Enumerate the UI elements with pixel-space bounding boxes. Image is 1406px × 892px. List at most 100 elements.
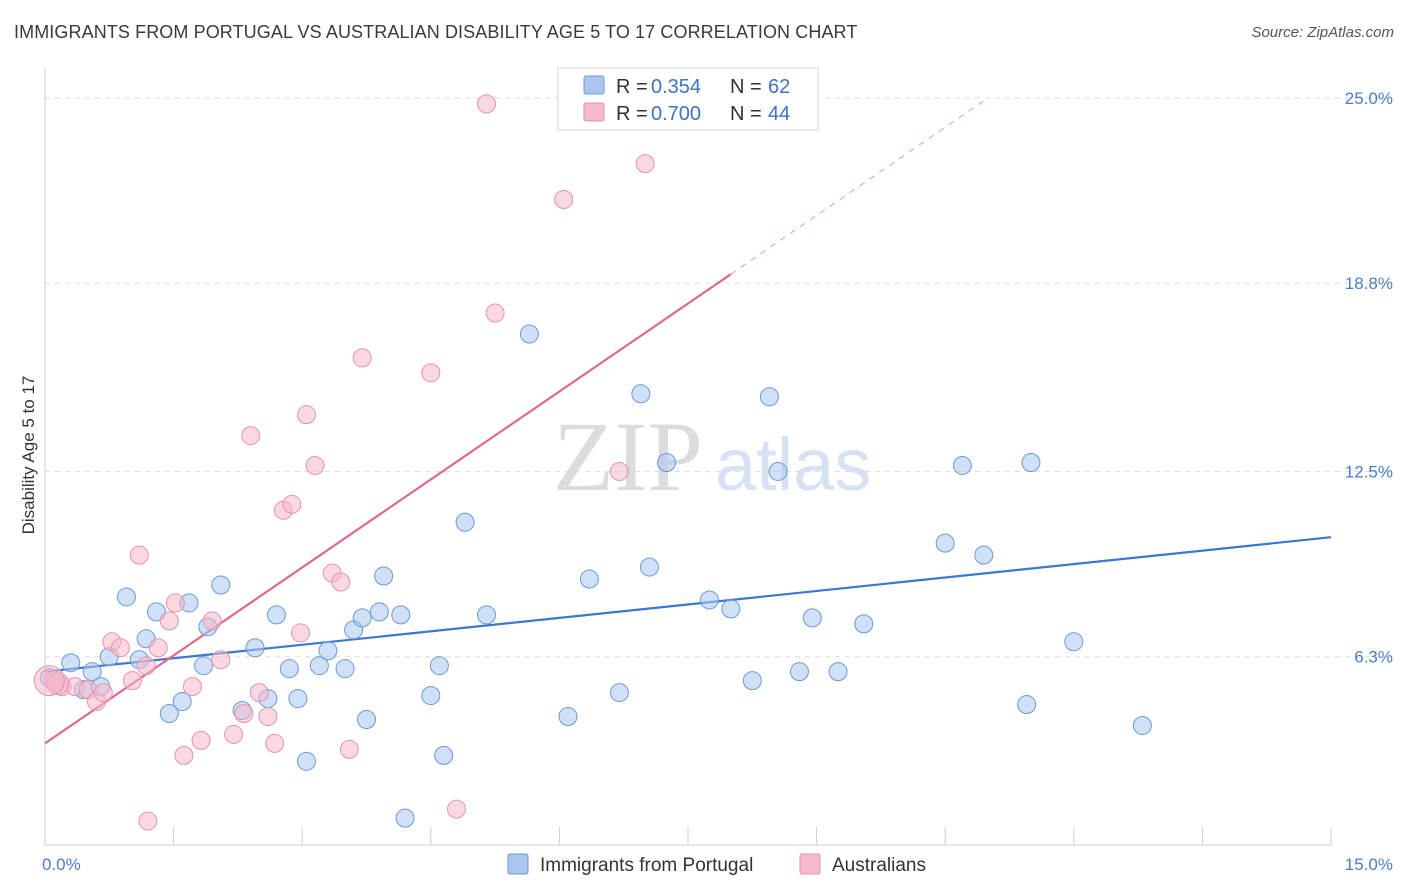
point-australians xyxy=(477,94,497,114)
y-axis-label: Disability Age 5 to 17 xyxy=(19,376,38,535)
point-portugal xyxy=(211,575,231,595)
watermark-atlas: atlas xyxy=(715,423,871,506)
point-portugal xyxy=(374,566,394,586)
point-australians xyxy=(635,154,655,174)
point-portugal xyxy=(1132,715,1152,735)
legend-n-value: 44 xyxy=(768,103,790,125)
chart-title: IMMIGRANTS FROM PORTUGAL VS AUSTRALIAN D… xyxy=(14,22,858,42)
point-portugal xyxy=(699,590,719,610)
point-australians xyxy=(609,461,629,481)
point-australians xyxy=(93,683,113,703)
point-australians xyxy=(159,611,179,631)
point-australians xyxy=(148,638,168,658)
point-portugal xyxy=(609,683,629,703)
point-australians xyxy=(331,572,351,592)
legend-n-value: 62 xyxy=(768,76,790,98)
point-portugal xyxy=(802,608,822,628)
point-australians xyxy=(421,363,441,383)
y-tick-label: 25.0% xyxy=(1345,89,1393,108)
point-australians xyxy=(138,811,158,831)
point-australians xyxy=(182,677,202,697)
point-australians xyxy=(290,623,310,643)
point-australians xyxy=(485,303,505,323)
trend-line-australians xyxy=(44,273,732,745)
point-portugal xyxy=(828,662,848,682)
point-portugal xyxy=(159,704,179,724)
point-portugal xyxy=(352,608,372,628)
point-portugal xyxy=(579,569,599,589)
point-portugal xyxy=(421,686,441,706)
trend-line-portugal xyxy=(44,536,1332,673)
point-australians xyxy=(258,706,278,726)
point-australians xyxy=(265,733,285,753)
point-australians xyxy=(296,405,316,425)
legend-r-value: 0.354 xyxy=(651,76,701,98)
point-portugal xyxy=(952,455,972,475)
tick-labels: 6.3% 12.5% 18.8% 25.0% 0.0% 15.0% xyxy=(42,89,1393,874)
point-australians xyxy=(282,494,302,514)
grid-lines xyxy=(45,97,1391,658)
legend-swatch-portugal xyxy=(583,75,605,95)
x-tick-label: 0.0% xyxy=(42,855,81,874)
point-australians xyxy=(33,665,65,697)
point-australians xyxy=(447,799,467,819)
point-portugal xyxy=(935,533,955,553)
point-portugal xyxy=(369,602,389,622)
point-portugal xyxy=(296,751,316,771)
point-australians xyxy=(554,189,574,209)
point-portugal xyxy=(631,384,651,404)
point-portugal xyxy=(974,545,994,565)
y-tick-label: 18.8% xyxy=(1345,274,1393,293)
y-tick-label: 12.5% xyxy=(1345,462,1393,481)
point-portugal xyxy=(279,659,299,679)
point-portugal xyxy=(1064,632,1084,652)
legend-swatch-australians xyxy=(799,853,821,875)
legend-n-label: N = xyxy=(730,76,762,98)
point-portugal xyxy=(335,659,355,679)
legend-bottom: Immigrants from Portugal Australians xyxy=(507,853,926,876)
legend-label-australians: Australians xyxy=(832,855,926,876)
point-australians xyxy=(129,545,149,565)
point-portugal xyxy=(1021,452,1041,472)
point-australians xyxy=(136,656,156,676)
point-portugal xyxy=(768,461,788,481)
point-portugal xyxy=(742,671,762,691)
watermark: ZIP atlas xyxy=(553,401,871,512)
point-portugal xyxy=(172,692,192,712)
point-portugal xyxy=(61,653,81,673)
point-australians xyxy=(122,671,142,691)
point-australians xyxy=(110,638,130,658)
point-portugal xyxy=(455,512,475,532)
point-portugal xyxy=(434,745,454,765)
point-portugal xyxy=(395,808,415,828)
point-portugal xyxy=(116,587,136,607)
point-portugal xyxy=(309,656,329,676)
point-portugal xyxy=(194,656,214,676)
point-australians xyxy=(241,426,261,446)
point-australians xyxy=(165,593,185,613)
point-australians xyxy=(211,650,231,670)
point-portugal xyxy=(759,387,779,407)
point-portugal xyxy=(721,599,741,619)
point-australians xyxy=(224,724,244,744)
point-portugal xyxy=(357,709,376,729)
point-australians xyxy=(305,455,325,475)
point-portugal xyxy=(657,452,677,472)
axes xyxy=(44,68,1332,846)
point-portugal xyxy=(789,662,809,682)
point-portugal xyxy=(318,641,338,661)
legend-r-label: R = xyxy=(616,76,648,98)
x-tick-label: 15.0% xyxy=(1345,855,1393,874)
point-portugal xyxy=(82,662,102,682)
point-portugal xyxy=(288,689,308,709)
data-points xyxy=(33,94,1152,831)
point-portugal xyxy=(429,656,449,676)
legend-top: R = 0.354 N = 62 R = 0.700 N = 44 xyxy=(557,67,819,131)
point-portugal xyxy=(558,706,578,726)
legend-swatch-australians xyxy=(583,102,605,122)
point-australians xyxy=(339,739,359,759)
point-australians xyxy=(174,745,194,765)
point-portugal xyxy=(519,324,539,344)
point-australians xyxy=(234,704,254,724)
